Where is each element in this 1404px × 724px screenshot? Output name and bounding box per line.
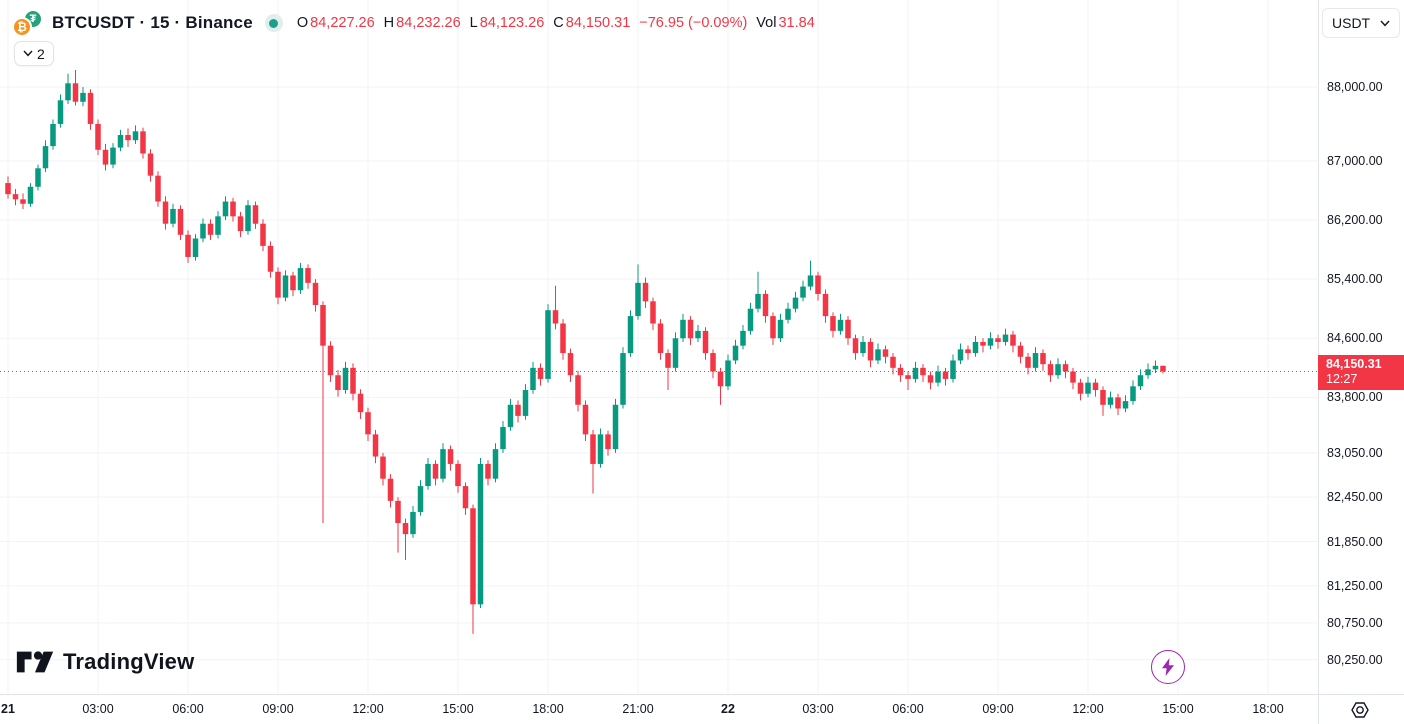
close-value: 84,150.31 (565, 15, 631, 31)
hexagon-settings-icon (1351, 701, 1369, 718)
time-axis-label: 03:00 (802, 702, 834, 716)
price-axis-label: 87,000.00 (1327, 153, 1383, 168)
price-axis[interactable]: 88,000.00 87,000.00 86,200.00 85,400.00 84,6… (1318, 0, 1404, 694)
time-axis-label: 09:00 (262, 702, 294, 716)
price-axis-label: 81,250.00 (1327, 578, 1383, 593)
last-price-value: 84,150.31 (1326, 356, 1382, 371)
time-axis-label: 22 (721, 702, 735, 716)
time-axis-label: 21 (1, 702, 15, 716)
price-axis-label: 83,050.00 (1327, 445, 1383, 460)
time-axis-label: 15:00 (442, 702, 474, 716)
currency-dropdown[interactable]: USDT (1322, 8, 1400, 38)
high-label: H (383, 15, 395, 31)
low-value: 84,123.26 (479, 15, 545, 31)
price-axis-label: 84,600.00 (1327, 331, 1383, 346)
bar-countdown: 12:27 (1326, 371, 1358, 386)
price-axis-label: 83,800.00 (1327, 390, 1383, 405)
btc-coin-icon: ₿ (12, 17, 32, 37)
pane-collapse-count: 2 (37, 45, 45, 62)
tradingview-logo-text: TradingView (63, 649, 195, 674)
open-label: O (296, 15, 309, 31)
symbol-title[interactable]: BTCUSDT · 15 · Binance (52, 13, 253, 32)
high-value: 84,232.26 (396, 15, 461, 31)
low-label: L (469, 15, 478, 31)
pane-collapse-button[interactable]: 2 (14, 41, 54, 66)
time-axis[interactable]: 21 03:00 06:00 09:00 12:00 15:00 18:00 21:00 22 0… (0, 694, 1318, 724)
lightning-button[interactable] (1151, 650, 1185, 684)
price-axis-label: 81,850.00 (1327, 534, 1383, 549)
time-axis-label: 03:00 (82, 702, 114, 716)
volume-label: Vol (756, 15, 777, 31)
candlestick-chart[interactable] (0, 0, 1318, 694)
time-axis-label: 18:00 (532, 702, 564, 716)
time-axis-label: 21:00 (622, 702, 654, 716)
price-axis-label: 88,000.00 (1327, 79, 1383, 94)
last-price-badge: 84,150.31 12:27 (1318, 354, 1404, 390)
time-axis-label: 12:00 (352, 702, 384, 716)
chart-pane[interactable] (0, 0, 1318, 694)
price-axis-label: 80,750.00 (1327, 615, 1383, 630)
time-axis-settings-button[interactable] (1349, 699, 1371, 721)
change-value: −76.95 (−0.09%) (639, 15, 748, 31)
btc-usdt-pair-icon: ₮ ₿ (10, 8, 44, 38)
tradingview-logo[interactable]: TradingView (16, 648, 194, 676)
volume-value: 31.84 (778, 15, 815, 31)
tradingview-mark-icon (16, 651, 54, 673)
open-value: 84,227.26 (310, 15, 375, 31)
time-axis-label: 06:00 (172, 702, 204, 716)
ohlc-readout: O 84,227.26 H 84,232.26 L 84,123.26 C 84,150… (297, 15, 815, 31)
time-axis-label: 06:00 (892, 702, 924, 716)
close-label: C (553, 15, 564, 31)
lightning-bolt-icon (1162, 658, 1174, 676)
axis-corner (1318, 694, 1404, 724)
chevron-down-icon (1380, 20, 1390, 26)
time-axis-label: 15:00 (1162, 702, 1194, 716)
time-axis-label: 12:00 (1072, 702, 1104, 716)
time-axis-label: 18:00 (1252, 702, 1284, 716)
time-axis-label: 09:00 (982, 702, 1014, 716)
price-axis-label: 82,450.00 (1327, 490, 1383, 505)
price-axis-label: 80,250.00 (1327, 652, 1383, 667)
chevron-down-icon (23, 50, 33, 57)
price-axis-label: 86,200.00 (1327, 213, 1383, 228)
currency-dropdown-value: USDT (1332, 15, 1371, 31)
price-axis-label: 85,400.00 (1327, 272, 1383, 287)
market-status-icon[interactable] (264, 14, 283, 32)
